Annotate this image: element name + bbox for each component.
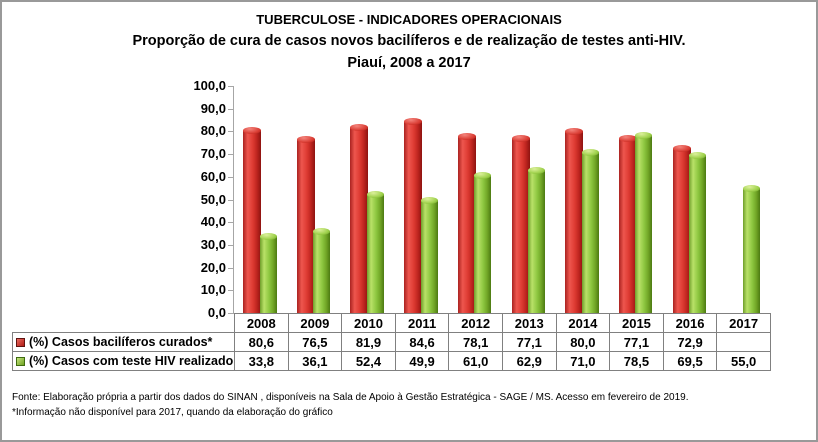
y-axis-tick-label: 0,0: [207, 305, 226, 320]
bar-hiv-2011: [420, 196, 438, 313]
table-row-series-hiv: (%) Casos com teste HIV realizado 33,8 36,…: [12, 351, 771, 371]
value-cell-2012: 78,1: [448, 332, 503, 352]
y-axis-tick-mark: [228, 222, 234, 224]
table-corner-cell: [13, 314, 235, 333]
year-header-2017: 2017: [716, 313, 771, 333]
bar-curados-2014: [565, 128, 584, 313]
chart-title-line3: Piauí, 2008 a 2017: [347, 55, 471, 71]
year-header-2014: 2014: [555, 313, 611, 333]
y-axis-tick-label: 80,0: [200, 123, 226, 139]
y-axis-tick-label: 60,0: [200, 168, 226, 184]
chart-title-line2: Proporção de cura de casos novos bacilíf…: [132, 33, 686, 49]
y-axis-tick-mark: [228, 176, 234, 178]
value-cell-2011: 49,9: [394, 351, 450, 371]
y-axis-tick-label: 70,0: [200, 146, 226, 162]
chart-footer: Fonte: Elaboração própria a partir dos d…: [12, 390, 802, 420]
series-label-hiv: (%) Casos com teste HIV realizado: [12, 351, 235, 371]
y-axis-tick-label: 90,0: [200, 100, 226, 116]
bar-hiv-2010: [366, 191, 384, 313]
data-table: 2008 2009 2010 2011 2012 2013 2014 2015 2016 2017…: [12, 313, 771, 371]
plot-area: 100,0 90,0 80,0 70,0 60,0 50,0 40,0 30,0 20,0 10,…: [193, 78, 770, 320]
bar-hiv-2015: [635, 131, 653, 313]
y-axis-tick-mark: [228, 154, 234, 156]
bar-curados-2009: [296, 136, 315, 313]
value-cell-2012: 61,0: [448, 351, 503, 371]
value-cell-2015: 78,5: [609, 351, 664, 371]
y-axis-tick-mark: [228, 313, 234, 314]
bar-hiv-2009: [313, 228, 331, 313]
value-cell-2010: 81,9: [341, 332, 396, 352]
value-cell-2016: 69,5: [662, 351, 718, 371]
value-cell-2008: 80,6: [234, 332, 289, 352]
value-cell-2013: 77,1: [501, 332, 557, 352]
year-header-2009: 2009: [287, 313, 343, 333]
value-cell-2014: 71,0: [555, 351, 611, 371]
value-cell-2015: 77,1: [609, 332, 664, 352]
bar-curados-2008: [243, 127, 261, 313]
series-name-text: (%) Casos com teste HIV realizado: [29, 354, 234, 368]
y-axis-tick-label: 10,0: [200, 282, 226, 298]
value-cell-2014: 80,0: [555, 332, 611, 352]
bar-hiv-2014: [581, 148, 599, 313]
chart-titles: TUBERCULOSE - INDICADORES OPERACIONAIS P…: [2, 9, 816, 74]
y-axis-tick-label: 20,0: [200, 259, 226, 275]
year-header-2013: 2013: [501, 313, 557, 333]
y-axis-tick-label: 40,0: [200, 214, 226, 230]
y-axis-tick-mark: [228, 108, 234, 110]
series-name-text: (%) Casos bacilíferos curados*: [29, 335, 213, 349]
bar-hiv-2008: [259, 233, 277, 313]
year-header-2008: 2008: [234, 313, 289, 333]
value-cell-2009: 76,5: [287, 332, 343, 352]
y-axis-tick-mark: [228, 290, 234, 292]
value-cell-2010: 52,4: [341, 351, 396, 371]
value-cell-2011: 84,6: [394, 332, 450, 352]
bar-hiv-2017: [742, 185, 760, 313]
y-axis-tick-mark: [228, 244, 234, 246]
bar-curados-2015: [618, 134, 637, 313]
value-cell-2016: 72,9: [662, 332, 718, 352]
bar-hiv-2013: [528, 167, 545, 313]
bar-curados-2013: [511, 134, 530, 313]
footnote: *Informação não disponível para 2017, qu…: [12, 407, 333, 418]
bar-hiv-2012: [474, 171, 492, 313]
table-row-series-curados: (%) Casos bacilíferos curados* 80,6 76,5 81…: [12, 332, 771, 352]
bar-curados-2010: [350, 124, 369, 313]
y-axis-tick-label: 100,0: [193, 78, 226, 93]
year-header-2016: 2016: [662, 313, 718, 333]
year-header-2010: 2010: [341, 313, 396, 333]
year-header-2011: 2011: [394, 313, 450, 333]
value-cell-2017: [716, 332, 771, 352]
y-axis-tick-mark: [228, 199, 234, 201]
legend-swatch-green-icon: [16, 357, 25, 366]
year-header-2015: 2015: [609, 313, 664, 333]
year-header-2012: 2012: [448, 313, 503, 333]
y-axis-tick-mark: [228, 131, 234, 133]
chart-title-line1: TUBERCULOSE - INDICADORES OPERACIONAIS: [256, 12, 562, 27]
bar-curados-2016: [672, 144, 691, 313]
value-cell-2013: 62,9: [501, 351, 557, 371]
y-axis-tick-mark: [228, 267, 234, 269]
bar-curados-2011: [404, 117, 423, 313]
y-axis-tick-label: 30,0: [200, 236, 226, 252]
value-cell-2008: 33,8: [234, 351, 289, 371]
table-row-years: 2008 2009 2010 2011 2012 2013 2014 2015 2016 2017: [13, 313, 771, 333]
legend-swatch-red-icon: [16, 338, 25, 347]
value-cell-2017: 55,0: [716, 351, 771, 371]
series-label-curados: (%) Casos bacilíferos curados*: [12, 332, 235, 352]
bar-hiv-2016: [689, 152, 707, 313]
y-axis-tick-mark: [228, 86, 234, 87]
y-axis-tick-label: 50,0: [200, 191, 226, 207]
value-cell-2009: 36,1: [287, 351, 343, 371]
bar-curados-2012: [457, 132, 476, 313]
source-note: Fonte: Elaboração própria a partir dos d…: [12, 392, 689, 403]
